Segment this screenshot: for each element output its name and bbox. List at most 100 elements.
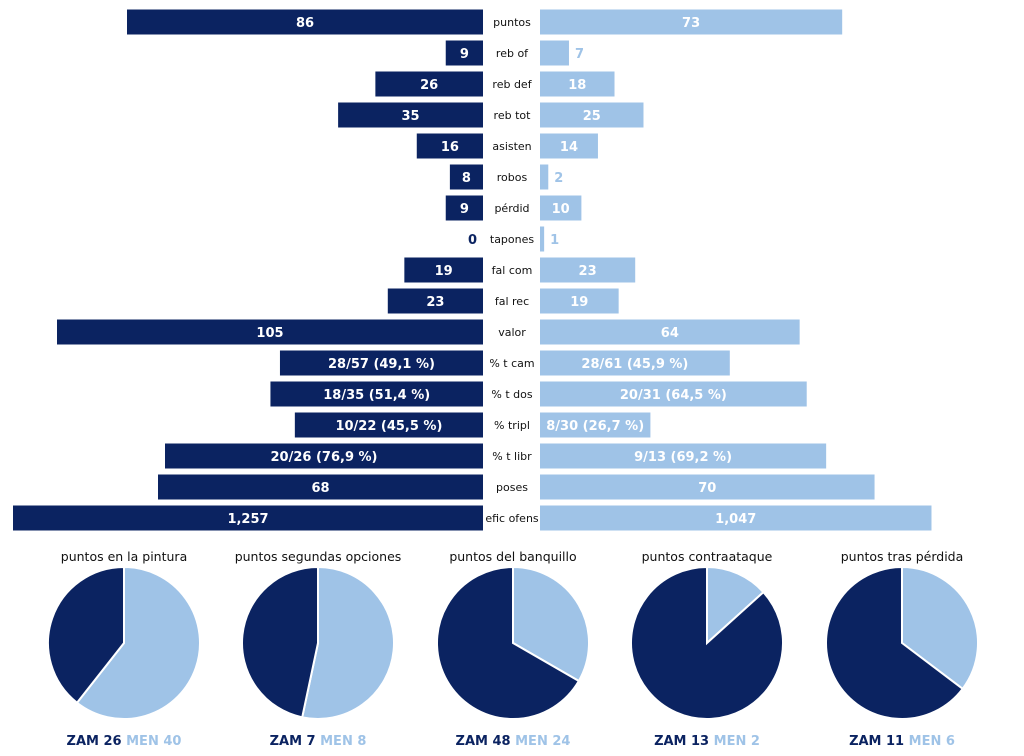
bar-home-value-0: 86 <box>296 16 314 31</box>
bar-home-value-11: 28/57 (49,1 %) <box>328 357 435 372</box>
bar-away-value-13: 8/30 (26,7 %) <box>546 419 644 434</box>
pie-slice-home-3 <box>630 565 784 720</box>
bar-away-7 <box>540 226 545 252</box>
bar-home-2 <box>375 71 483 97</box>
bar-away-10 <box>540 319 800 345</box>
bar-away-value-15: 70 <box>698 481 716 496</box>
category-label-15: poses <box>496 481 528 494</box>
pie-slice-away-0 <box>75 565 201 720</box>
bar-home-value-3: 35 <box>402 109 420 124</box>
category-label-3: reb tot <box>494 109 532 122</box>
pie-legend-3: ZAM 13 MEN 2 <box>654 734 760 749</box>
bar-home-6 <box>445 195 483 221</box>
pie-title-1: puntos segundas opciones <box>235 549 402 564</box>
bar-home-value-12: 18/35 (51,4 %) <box>323 388 430 403</box>
category-label-0: puntos <box>493 16 531 29</box>
bar-away-4 <box>540 133 598 159</box>
bar-away-value-3: 25 <box>583 109 601 124</box>
bar-away-value-16: 1,047 <box>715 512 756 527</box>
bar-away-value-9: 19 <box>570 295 588 310</box>
category-label-16: efic ofens <box>485 512 539 525</box>
bar-away-11 <box>540 350 730 376</box>
pie-title-3: puntos contraataque <box>642 549 773 564</box>
pie-legend-4: ZAM 11 MEN 6 <box>849 734 955 749</box>
bar-home-0 <box>127 9 483 35</box>
bar-away-0 <box>540 9 843 35</box>
bar-home-value-15: 68 <box>311 481 329 496</box>
pie-slice-away-1 <box>301 565 395 720</box>
category-label-8: fal com <box>492 264 533 277</box>
bar-away-value-14: 9/13 (69,2 %) <box>634 450 732 465</box>
bar-away-9 <box>540 288 619 314</box>
bar-home-value-5: 8 <box>462 171 471 186</box>
bar-home-11 <box>279 350 483 376</box>
bar-away-value-5: 2 <box>554 171 563 186</box>
bar-away-12 <box>540 381 807 407</box>
pie-chart-0: puntos en la pintura ZAM 26 MEN 40 <box>47 549 201 749</box>
bar-away-value-12: 20/31 (64,5 %) <box>620 388 727 403</box>
bar-home-10 <box>57 319 483 345</box>
bar-away-5 <box>540 164 549 190</box>
pie-legend-1: ZAM 7 MEN 8 <box>270 734 367 749</box>
pie-chart-3: puntos contraataque ZAM 13 MEN 2 <box>630 549 784 749</box>
bar-home-3 <box>338 102 483 128</box>
category-label-1: reb of <box>496 47 529 60</box>
bar-home-value-7: 0 <box>468 233 477 248</box>
bar-home-value-14: 20/26 (76,9 %) <box>271 450 378 465</box>
bar-away-value-6: 10 <box>552 202 570 217</box>
bar-home-value-9: 23 <box>426 295 444 310</box>
bar-home-12 <box>270 381 483 407</box>
bar-home-16 <box>13 505 483 531</box>
bar-home-value-4: 16 <box>441 140 459 155</box>
bar-away-6 <box>540 195 582 221</box>
bar-away-13 <box>540 412 651 438</box>
bar-home-value-16: 1,257 <box>227 512 268 527</box>
category-label-10: valor <box>498 326 526 339</box>
bar-home-13 <box>294 412 483 438</box>
category-label-4: asisten <box>492 140 531 153</box>
pie-slice-home-2 <box>436 565 581 720</box>
bar-home-value-13: 10/22 (45,5 %) <box>335 419 442 434</box>
category-label-12: % t dos <box>491 388 532 401</box>
bar-away-16 <box>540 505 932 531</box>
pie-chart-4: puntos tras pérdida ZAM 11 MEN 6 <box>825 549 979 749</box>
pie-title-4: puntos tras pérdida <box>841 549 964 564</box>
bar-away-8 <box>540 257 636 283</box>
bar-home-9 <box>387 288 483 314</box>
bar-home-value-8: 19 <box>435 264 453 279</box>
bar-home-value-2: 26 <box>420 78 438 93</box>
category-label-11: % t cam <box>489 357 534 370</box>
bar-away-value-11: 28/61 (45,9 %) <box>581 357 688 372</box>
category-label-13: % tripl <box>494 419 530 432</box>
bar-home-5 <box>449 164 483 190</box>
bar-home-4 <box>416 133 483 159</box>
bar-home-14 <box>165 443 483 469</box>
category-label-5: robos <box>497 171 528 184</box>
pie-slice-home-0 <box>47 565 125 705</box>
bar-home-value-6: 9 <box>460 202 469 217</box>
bar-away-value-4: 14 <box>560 140 578 155</box>
pie-slice-home-1 <box>241 565 319 719</box>
bar-away-value-1: 7 <box>575 47 584 62</box>
category-label-9: fal rec <box>495 295 529 308</box>
bar-away-value-8: 23 <box>579 264 597 279</box>
bar-away-value-10: 64 <box>661 326 679 341</box>
pie-slice-away-2 <box>512 565 590 683</box>
bar-home-15 <box>158 474 483 500</box>
bar-home-8 <box>404 257 483 283</box>
bar-home-value-1: 9 <box>460 47 469 62</box>
pie-title-0: puntos en la pintura <box>61 549 187 564</box>
pie-chart-1: puntos segundas opciones ZAM 7 MEN 8 <box>235 549 402 749</box>
bar-away-value-7: 1 <box>550 233 559 248</box>
bar-away-value-0: 73 <box>682 16 700 31</box>
bar-away-14 <box>540 443 827 469</box>
bar-away-value-2: 18 <box>568 78 586 93</box>
pie-slice-away-3 <box>706 565 765 646</box>
pie-slice-home-4 <box>825 565 965 720</box>
bar-away-15 <box>540 474 875 500</box>
category-label-14: % t libr <box>492 450 532 463</box>
bar-away-1 <box>540 40 569 66</box>
